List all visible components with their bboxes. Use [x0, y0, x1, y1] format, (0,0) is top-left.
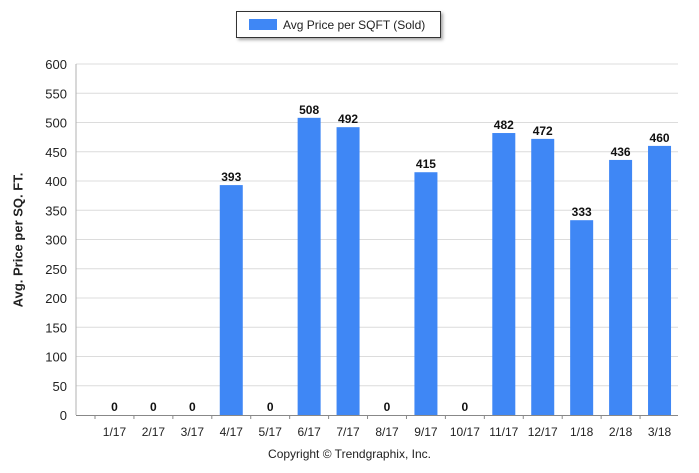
- x-tick-label: 3/18: [648, 425, 672, 439]
- y-tick-label: 200: [45, 291, 67, 306]
- x-tick-label: 8/17: [375, 425, 399, 439]
- x-tick-label: 3/17: [181, 425, 205, 439]
- x-tick-label: 9/17: [414, 425, 438, 439]
- data-label: 0: [189, 400, 196, 414]
- bar: [219, 185, 243, 415]
- bar: [570, 220, 594, 415]
- data-label: 0: [150, 400, 157, 414]
- data-label: 436: [611, 145, 631, 159]
- data-label: 0: [384, 400, 391, 414]
- y-tick-label: 550: [45, 86, 67, 101]
- y-tick-label: 300: [45, 233, 67, 248]
- x-tick-label: 1/18: [570, 425, 594, 439]
- bar: [531, 138, 555, 415]
- y-tick-label: 0: [60, 408, 67, 423]
- y-tick-label: 50: [53, 379, 67, 394]
- legend-swatch: [249, 19, 277, 30]
- copyright-text: Copyright © Trendgraphix, Inc.: [268, 447, 431, 461]
- gridlines: [76, 63, 678, 387]
- x-tick-label: 7/17: [336, 425, 360, 439]
- data-label: 0: [111, 400, 118, 414]
- x-tick-label: 10/17: [450, 425, 480, 439]
- bar: [492, 133, 516, 415]
- data-label: 472: [533, 124, 553, 138]
- y-tick-label: 500: [45, 116, 67, 131]
- data-label: 460: [650, 131, 670, 145]
- x-tick-label: 4/17: [220, 425, 244, 439]
- y-tick-label: 100: [45, 350, 67, 365]
- y-tick-label: 600: [45, 57, 67, 72]
- data-label: 333: [572, 205, 592, 219]
- y-axis-label: Avg. Price per SQ. FT.: [10, 172, 26, 308]
- x-tick-label: 2/18: [609, 425, 633, 439]
- bar: [609, 159, 633, 415]
- y-tick-label: 450: [45, 145, 67, 160]
- bar: [336, 127, 360, 416]
- data-label: 482: [494, 118, 514, 132]
- x-tick-label: 1/17: [103, 425, 127, 439]
- bar: [297, 117, 321, 415]
- data-label: 508: [299, 103, 319, 117]
- x-tick-label: 6/17: [297, 425, 321, 439]
- legend[interactable]: Avg Price per SQFT (Sold): [236, 11, 441, 38]
- data-label: 0: [267, 400, 274, 414]
- data-label: 415: [416, 157, 436, 171]
- y-tick-label: 250: [45, 262, 67, 277]
- data-label: 393: [221, 170, 241, 184]
- y-tick-label: 350: [45, 203, 67, 218]
- axes: [75, 64, 678, 419]
- data-label: 492: [338, 112, 358, 126]
- data-labels: 0 0 0 393 0 508 492 0 415 0 482 472 333 436 460: [111, 103, 670, 414]
- y-tick-label: 400: [45, 174, 67, 189]
- y-tick-label: 150: [45, 320, 67, 335]
- x-tick-label: 2/17: [142, 425, 166, 439]
- x-tick-labels: 1/17 2/17 3/17 4/17 5/17 6/17 7/17 8/17 9/17 10/1…: [103, 425, 672, 439]
- x-tick-label: 12/17: [528, 425, 558, 439]
- bars: [219, 117, 672, 416]
- y-tick-labels: 0 50 100 150 200 250 300 350 400 450 500 550 600: [45, 57, 67, 423]
- x-tick-label: 5/17: [259, 425, 283, 439]
- legend-label: Avg Price per SQFT (Sold): [283, 17, 426, 32]
- bar: [414, 172, 438, 415]
- bar: [648, 145, 672, 415]
- x-tick-label: 11/17: [489, 425, 518, 439]
- data-label: 0: [462, 400, 469, 414]
